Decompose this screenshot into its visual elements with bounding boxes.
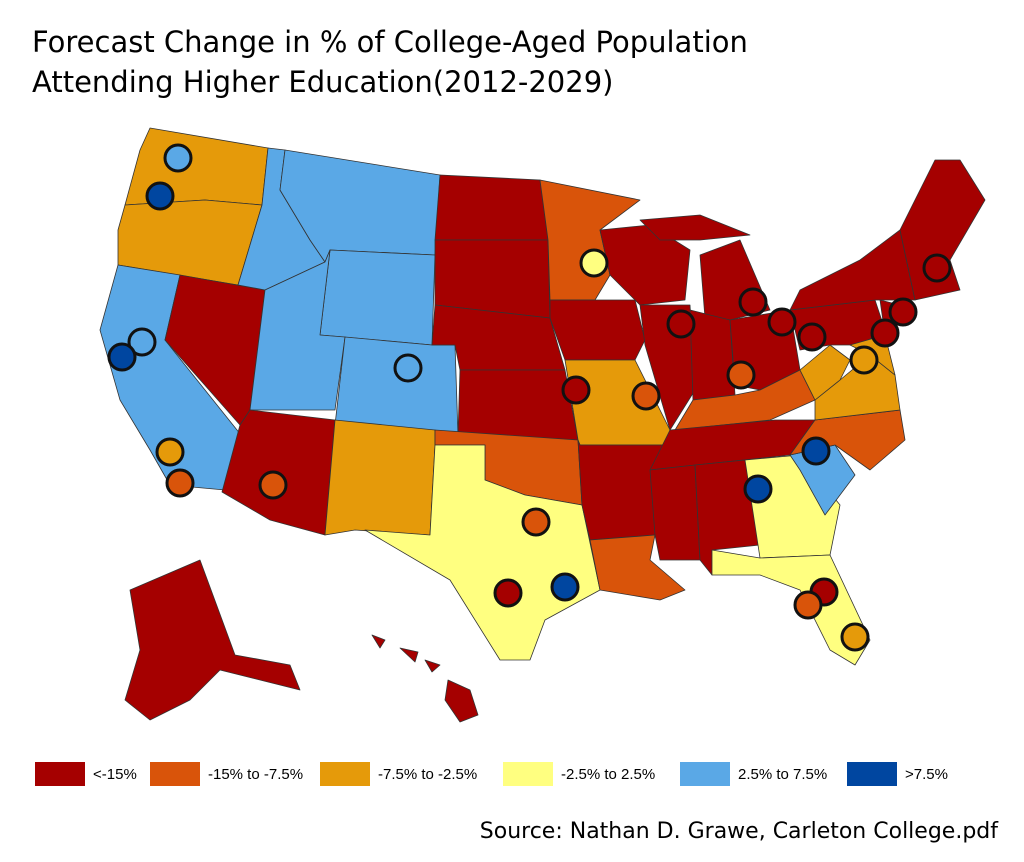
- city-marker: [155, 437, 185, 467]
- city-marker: [767, 307, 797, 337]
- region: [689, 309, 736, 401]
- city-marker: [561, 375, 591, 405]
- city-marker: [840, 622, 870, 652]
- source: Source: Nathan D. Grawe, Carleton Colleg…: [480, 819, 999, 844]
- city-marker: [258, 470, 288, 500]
- region: [399, 647, 419, 663]
- city-marker: [888, 297, 918, 327]
- region: [124, 559, 301, 721]
- region: [364, 444, 601, 661]
- city-marker: [107, 342, 137, 372]
- city-marker: [793, 590, 823, 620]
- markers: [107, 143, 952, 652]
- city-marker: [493, 578, 523, 608]
- legend-swatch: [150, 762, 200, 786]
- region: [799, 344, 851, 401]
- legend-swatch: [847, 762, 897, 786]
- title-line: Forecast Change in % of College-Aged Pop…: [32, 25, 748, 59]
- region: [249, 249, 346, 411]
- region: [434, 239, 551, 319]
- map: [99, 127, 986, 723]
- region: [434, 174, 549, 241]
- legend-label: -7.5% to -2.5%: [378, 766, 477, 783]
- city-marker: [870, 318, 900, 348]
- legend-label: -15% to -7.5%: [208, 766, 303, 783]
- region: [539, 179, 641, 301]
- region: [549, 299, 646, 361]
- legend-swatch: [320, 762, 370, 786]
- city-marker: [797, 322, 827, 352]
- city-marker: [631, 381, 661, 411]
- legend-label: -2.5% to 2.5%: [561, 766, 655, 783]
- legend-swatch: [680, 762, 730, 786]
- city-marker: [801, 436, 831, 466]
- city-marker: [393, 353, 423, 383]
- city-marker: [743, 474, 773, 504]
- title-line: Attending Higher Education(2012-2029): [32, 65, 613, 99]
- city-marker: [922, 253, 952, 283]
- legend: <-15% -15% to -7.5% -7.5% to -2.5% -2.5% to…: [35, 762, 948, 786]
- region: [444, 679, 479, 723]
- region: [319, 249, 436, 346]
- legend-label: <-15%: [93, 766, 137, 783]
- city-marker: [521, 507, 551, 537]
- legend-label: 2.5% to 7.5%: [738, 766, 827, 783]
- city-marker: [127, 327, 157, 357]
- city-marker: [165, 468, 195, 498]
- region: [899, 159, 986, 301]
- city-marker: [145, 181, 175, 211]
- region: [649, 464, 701, 561]
- legend-label: >7.5%: [905, 766, 948, 783]
- region: [324, 419, 436, 536]
- region: [789, 229, 916, 311]
- region: [424, 659, 441, 673]
- region: [711, 549, 871, 666]
- region: [371, 634, 386, 649]
- city-marker: [550, 572, 580, 602]
- region: [457, 369, 579, 441]
- legend-swatch: [503, 762, 553, 786]
- city-marker: [579, 248, 609, 278]
- city-marker: [738, 287, 768, 317]
- region: [334, 336, 459, 436]
- city-marker: [666, 309, 696, 339]
- city-marker: [849, 345, 879, 375]
- region: [639, 214, 751, 241]
- city-marker: [726, 360, 756, 390]
- city-marker: [163, 143, 193, 173]
- legend-swatch: [35, 762, 85, 786]
